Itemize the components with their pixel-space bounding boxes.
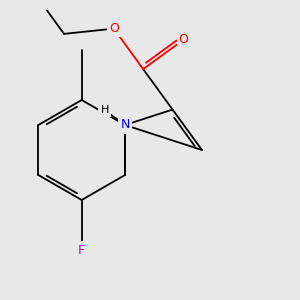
Text: O: O — [179, 33, 189, 46]
Text: F: F — [78, 244, 85, 256]
Text: N: N — [120, 118, 130, 131]
Text: H: H — [100, 105, 109, 115]
Text: O: O — [109, 22, 119, 35]
